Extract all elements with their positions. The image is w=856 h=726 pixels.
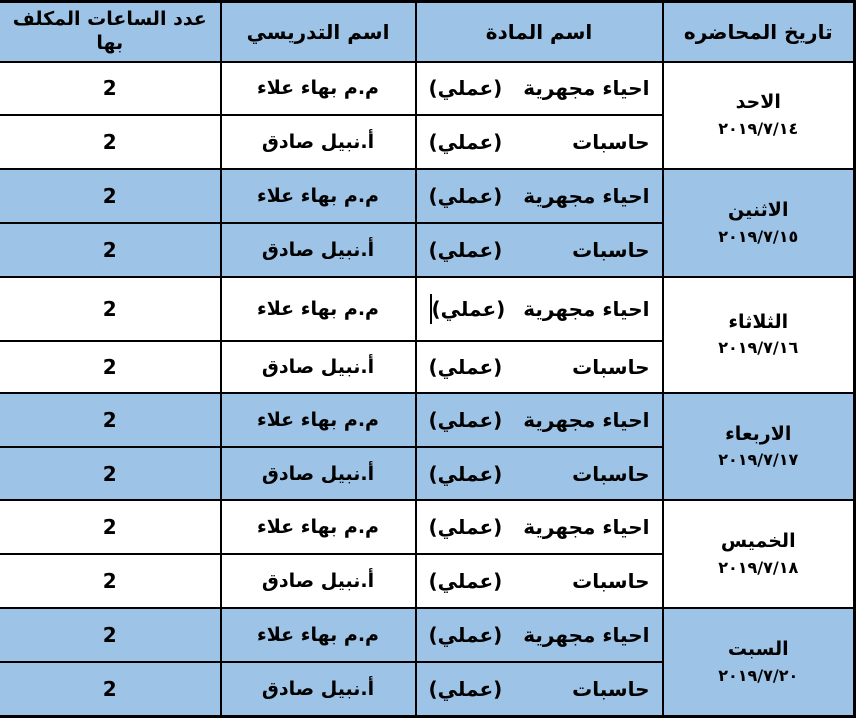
hours-cell[interactable]: 2 [0, 168, 222, 224]
day-name: الخميس [720, 530, 796, 553]
table-row: حاسبات (عملي) أ.نبيل صادق 2 [0, 221, 855, 278]
subject-name: احياء مجهرية [523, 183, 650, 208]
hours-cell[interactable]: 2 [0, 606, 222, 663]
hours-cell[interactable]: 2 [0, 553, 222, 609]
table-row: حاسبات (عملي) أ.نبيل صادق 2 [0, 553, 855, 609]
instructor-cell[interactable]: م.م بهاء علاء [219, 60, 417, 117]
table-row: حاسبات (عملي) أ.نبيل صادق 2 [0, 445, 855, 502]
subject-kind: (عملي) [428, 237, 503, 262]
table-row: الاحد ٢٠١٩/٧/١٤ احياء مجهرية (عملي) م.م … [0, 60, 856, 170]
instructor-cell[interactable]: م.م بهاء علاء [219, 168, 417, 224]
instructor-cell[interactable]: أ.نبيل صادق [219, 339, 417, 394]
subject-name: حاسبات [572, 569, 650, 594]
day-name: الاثنين [728, 198, 789, 221]
text-caret [429, 293, 432, 324]
instructor-cell[interactable]: أ.نبيل صادق [219, 221, 417, 278]
header-assigned-hours[interactable]: عدد الساعات المكلف بها [0, 0, 222, 63]
day-date: ٢٠١٩/٧/١٧ [718, 450, 799, 470]
day-date: ٢٠١٩/٧/٢٠ [718, 665, 799, 685]
instructor-cell[interactable]: أ.نبيل صادق [219, 114, 417, 170]
date-cell[interactable]: الاحد ٢٠١٩/٧/١٤ [661, 60, 856, 170]
header-instructor-name[interactable]: اسم التدريسي [219, 0, 417, 63]
instructor-cell[interactable]: أ.نبيل صادق [219, 553, 417, 609]
table-row: الثلاثاء ٢٠١٩/٧/١٦ احياء مجهرية (عملي) م… [0, 275, 856, 394]
header-row: تاريخ المحاضره اسم المادة اسم التدريسي ع… [0, 0, 856, 63]
day-date: ٢٠١٩/٧/١٥ [718, 226, 799, 246]
table-row: الاربعاء ٢٠١٩/٧/١٧ احياء مجهرية (عملي) م… [0, 391, 856, 502]
subject-cell[interactable]: حاسبات (عملي) [414, 114, 664, 170]
day-date: ٢٠١٩/٧/١٤ [718, 119, 799, 139]
subject-cell[interactable]: احياء مجهرية (عملي) [414, 606, 664, 663]
subject-name: احياء مجهرية [523, 76, 650, 101]
date-cell[interactable]: السبت ٢٠١٩/٧/٢٠ [661, 606, 856, 718]
day-name: السبت [727, 638, 789, 661]
hours-cell[interactable]: 2 [0, 114, 222, 170]
table-row: الاثنين ٢٠١٩/٧/١٥ احياء مجهرية (عملي) م.… [0, 168, 856, 278]
day-date: ٢٠١٩/٧/١٦ [718, 338, 799, 358]
table-row: حاسبات (عملي) أ.نبيل صادق 2 [0, 114, 855, 170]
subject-kind: (عملي) [428, 130, 503, 155]
page-below-table [0, 718, 856, 726]
subject-cell[interactable]: حاسبات (عملي) [414, 221, 664, 278]
hours-cell[interactable]: 2 [0, 445, 222, 502]
hours-cell[interactable]: 2 [0, 660, 222, 718]
hours-cell[interactable]: 2 [0, 391, 222, 448]
instructor-cell[interactable]: م.م بهاء علاء [219, 606, 417, 663]
header-subject-name[interactable]: اسم المادة [414, 0, 664, 63]
subject-name: احياء مجهرية [523, 622, 650, 647]
subject-cell[interactable]: احياء مجهرية (عملي) [414, 60, 664, 117]
subject-cell[interactable]: حاسبات (عملي) [414, 553, 664, 609]
subject-cell[interactable]: حاسبات (عملي) [414, 445, 664, 502]
subject-cell[interactable]: احياء مجهرية (عملي) [414, 391, 664, 448]
instructor-cell[interactable]: أ.نبيل صادق [219, 660, 417, 718]
date-cell[interactable]: الثلاثاء ٢٠١٩/٧/١٦ [661, 275, 856, 394]
subject-cell[interactable]: احياء مجهرية (عملي) [414, 275, 664, 342]
instructor-cell[interactable]: م.م بهاء علاء [219, 275, 417, 342]
subject-kind: (عملي) [431, 296, 506, 321]
date-cell[interactable]: الخميس ٢٠١٩/٧/١٨ [661, 499, 856, 609]
subject-kind: (عملي) [428, 76, 503, 101]
instructor-cell[interactable]: م.م بهاء علاء [219, 499, 417, 556]
subject-name: حاسبات [572, 354, 650, 379]
subject-name: حاسبات [572, 461, 650, 486]
hours-cell[interactable]: 2 [0, 275, 222, 342]
date-cell[interactable]: الاربعاء ٢٠١٩/٧/١٧ [661, 391, 856, 502]
table-row: حاسبات (عملي) أ.نبيل صادق 2 [0, 339, 855, 394]
subject-cell[interactable]: احياء مجهرية (عملي) [414, 168, 664, 224]
hours-cell[interactable]: 2 [0, 339, 222, 394]
subject-kind: (عملي) [428, 461, 503, 486]
header-lecture-date[interactable]: تاريخ المحاضره [661, 0, 856, 63]
day-name: الاربعاء [725, 422, 792, 445]
subject-kind: (عملي) [428, 515, 503, 540]
subject-cell[interactable]: احياء مجهرية (عملي) [414, 499, 664, 556]
subject-kind: (عملي) [428, 183, 503, 208]
subject-kind: (عملي) [428, 569, 503, 594]
instructor-cell[interactable]: م.م بهاء علاء [219, 391, 417, 448]
hours-cell[interactable]: 2 [0, 221, 222, 278]
table-row: حاسبات (عملي) أ.نبيل صادق 2 [0, 660, 855, 718]
hours-cell[interactable]: 2 [0, 499, 222, 556]
table-row: السبت ٢٠١٩/٧/٢٠ احياء مجهرية (عملي) م.م … [0, 606, 856, 718]
day-name: الاحد [735, 91, 781, 114]
subject-name: احياء مجهرية [523, 296, 650, 321]
subject-name: احياء مجهرية [523, 407, 650, 432]
table-row: الخميس ٢٠١٩/٧/١٨ احياء مجهرية (عملي) م.م… [0, 499, 856, 609]
subject-kind: (عملي) [428, 676, 503, 701]
subject-kind: (عملي) [428, 622, 503, 647]
instructor-cell[interactable]: أ.نبيل صادق [219, 445, 417, 502]
day-date: ٢٠١٩/٧/١٨ [718, 557, 799, 577]
subject-name: حاسبات [572, 237, 650, 262]
day-name: الثلاثاء [728, 310, 789, 333]
subject-kind: (عملي) [428, 354, 503, 379]
subject-name: حاسبات [572, 130, 650, 155]
subject-name: حاسبات [572, 676, 650, 701]
subject-cell[interactable]: حاسبات (عملي) [414, 660, 664, 718]
subject-name: احياء مجهرية [523, 515, 650, 540]
subject-kind: (عملي) [428, 407, 503, 432]
hours-cell[interactable]: 2 [0, 60, 222, 117]
subject-cell[interactable]: حاسبات (عملي) [414, 339, 664, 394]
date-cell[interactable]: الاثنين ٢٠١٩/٧/١٥ [661, 168, 856, 278]
